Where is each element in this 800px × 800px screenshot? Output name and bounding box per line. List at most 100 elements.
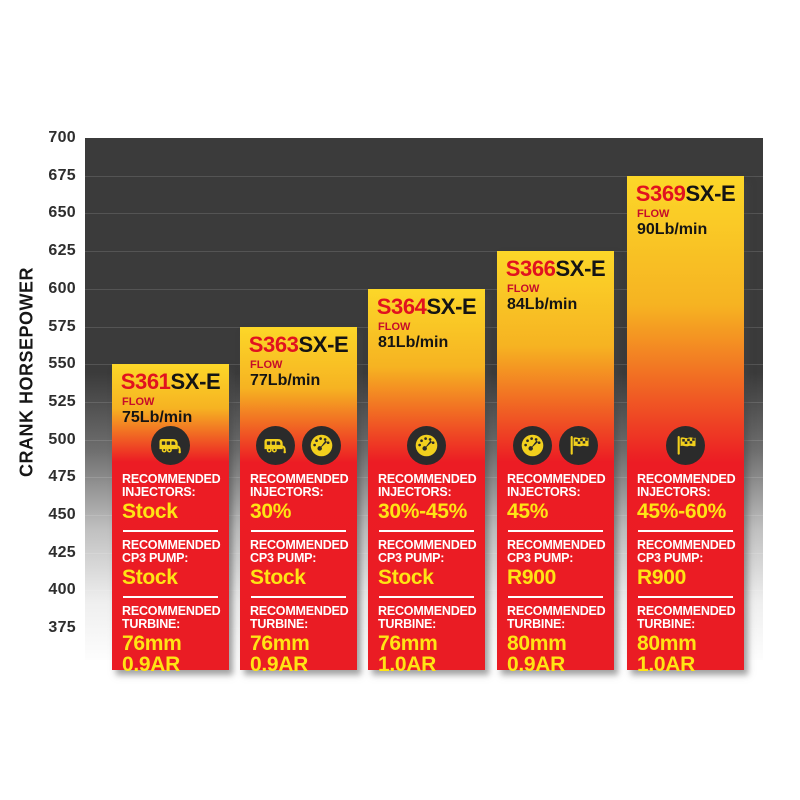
cp3-pump-value: R900 [637, 566, 687, 589]
turbine-value: 76mm 0.9AR [122, 633, 219, 675]
y-tick-525: 525 [48, 392, 76, 410]
y-tick-600: 600 [48, 279, 76, 297]
cp3-label-line2: CP3 PUMP: [637, 551, 704, 565]
turbo-bar-s366: S366SX-E FLOW 84Lb/min RECOMMENDED INJEC… [497, 251, 614, 675]
turbine-label-line2: TURBINE: [378, 617, 437, 631]
injectors-label-line2: INJECTORS: [507, 485, 581, 499]
bar-specs: RECOMMENDED INJECTORS: 30%-45% RECOMMEND… [368, 426, 485, 675]
gridline-675 [85, 175, 763, 177]
model-series: SX-E [685, 180, 736, 206]
bar-specs: RECOMMENDED INJECTORS: 45% RECOMMENDED C… [497, 426, 614, 675]
cp3-label-line1: RECOMMENDED [378, 538, 477, 552]
turbo-bar-s363: S363SX-E FLOW 77Lb/min RECOMMENDED INJEC… [240, 326, 357, 675]
usage-icons [250, 426, 347, 466]
turbine-label-line1: RECOMMENDED [637, 604, 736, 618]
cp3-label-line2: CP3 PUMP: [507, 551, 574, 565]
divider [251, 530, 346, 532]
flow-label: FLOW [637, 207, 670, 220]
usage-icons [507, 426, 604, 466]
injectors-value: 30% [250, 500, 292, 523]
divider [123, 530, 218, 532]
model-series: SX-E [555, 256, 606, 282]
flow-label: FLOW [122, 396, 155, 409]
cp3-pump-label: RECOMMENDED CP3 PUMP: [122, 539, 221, 565]
injectors-label: RECOMMENDED INJECTORS: [507, 472, 606, 499]
cp3-pump-label: RECOMMENDED CP3 PUMP: [637, 539, 736, 565]
injectors-label-line2: INJECTORS: [637, 485, 711, 499]
camper-icon [151, 426, 190, 465]
turbo-bar-s364: S364SX-E FLOW 81Lb/min RECOMMENDED INJEC… [368, 288, 485, 675]
turbine-value-line1: 80mm [507, 632, 567, 655]
injectors-value: 45%-60% [637, 500, 726, 523]
turbine-value: 80mm 1.0AR [637, 633, 734, 675]
model-series: SX-E [170, 369, 221, 395]
injectors-label-line1: RECOMMENDED [507, 472, 606, 486]
flow-value: 75Lb/min [122, 409, 193, 427]
y-tick-575: 575 [48, 317, 76, 335]
cp3-pump-value: Stock [250, 566, 306, 589]
y-tick-625: 625 [48, 242, 76, 260]
model-name: S366SX-E [497, 257, 614, 280]
turbine-label-line2: TURBINE: [637, 617, 696, 631]
divider [638, 596, 733, 598]
flow-label: FLOW [507, 283, 540, 296]
turbine-value-line2: 0.9AR [507, 653, 566, 676]
injectors-label: RECOMMENDED INJECTORS: [378, 472, 477, 499]
turbine-value-line1: 76mm [250, 632, 310, 655]
turbine-value: 80mm 0.9AR [507, 633, 604, 675]
turbine-value-line1: 76mm [378, 632, 438, 655]
gauge-icon [407, 426, 446, 465]
y-tick-650: 650 [48, 204, 76, 222]
turbine-label: RECOMMENDED TURBINE: [122, 605, 221, 631]
turbine-label-line1: RECOMMENDED [250, 604, 349, 618]
flow-value: 90Lb/min [637, 220, 708, 238]
injectors-label: RECOMMENDED INJECTORS: [637, 472, 736, 499]
flow-value: 77Lb/min [250, 371, 321, 389]
turbine-value: 76mm 1.0AR [378, 633, 475, 675]
y-tick-400: 400 [48, 581, 76, 599]
divider [251, 596, 346, 598]
gauge-icon [302, 426, 341, 465]
bar-specs: RECOMMENDED INJECTORS: Stock RECOMMENDED… [112, 426, 229, 675]
turbine-label-line1: RECOMMENDED [378, 604, 477, 618]
cp3-label-line2: CP3 PUMP: [378, 551, 445, 565]
bar-specs: RECOMMENDED INJECTORS: 45%-60% RECOMMEND… [627, 426, 744, 675]
turbo-bar-s369: S369SX-E FLOW 90Lb/min RECOMMENDED INJEC… [627, 175, 744, 675]
divider [123, 596, 218, 598]
divider [638, 530, 733, 532]
y-tick-450: 450 [48, 506, 76, 523]
model-name: S369SX-E [627, 182, 744, 205]
model-number: S369 [635, 180, 686, 206]
cp3-pump-value: Stock [122, 566, 178, 589]
injectors-label-line2: INJECTORS: [122, 485, 196, 499]
injectors-label-line1: RECOMMENDED [250, 472, 349, 486]
turbine-value-line2: 1.0AR [378, 653, 437, 676]
turbine-label: RECOMMENDED TURBINE: [637, 604, 736, 631]
usage-icons [637, 426, 734, 466]
y-tick-550: 550 [48, 355, 76, 373]
turbine-label-line2: TURBINE: [122, 617, 181, 631]
model-name: S361SX-E [112, 370, 229, 393]
cp3-pump-label: RECOMMENDED CP3 PUMP: [378, 538, 477, 565]
injectors-label-line1: RECOMMENDED [122, 472, 221, 486]
model-number: S366 [505, 256, 556, 282]
injectors-label-line1: RECOMMENDED [637, 472, 736, 486]
divider [508, 530, 603, 532]
injectors-label-line2: INJECTORS: [378, 485, 452, 499]
divider [379, 596, 474, 598]
cp3-pump-value: Stock [378, 566, 434, 589]
injectors-label-line1: RECOMMENDED [378, 472, 477, 486]
turbine-value-line2: 1.0AR [637, 653, 696, 676]
y-tick-425: 425 [48, 543, 76, 561]
cp3-label-line2: CP3 PUMP: [122, 551, 189, 565]
y-tick-700: 700 [48, 129, 76, 146]
injectors-label-line2: INJECTORS: [250, 485, 324, 499]
model-name: S364SX-E [368, 295, 485, 318]
turbo-bar-s361: S361SX-E FLOW 75Lb/min RECOMMENDED INJEC… [112, 364, 229, 675]
model-name: S363SX-E [240, 333, 357, 356]
cp3-label-line2: CP3 PUMP: [250, 551, 317, 565]
y-tick-500: 500 [48, 430, 76, 448]
cp3-label-line1: RECOMMENDED [250, 538, 349, 552]
injectors-value: Stock [122, 500, 178, 523]
